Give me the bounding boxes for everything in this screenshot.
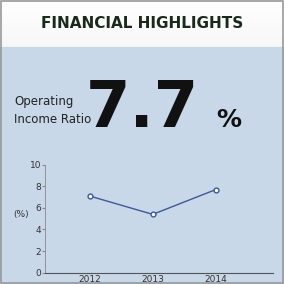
Text: 7.7: 7.7: [85, 78, 199, 139]
Text: %: %: [216, 108, 241, 132]
Text: FINANCIAL HIGHLIGHTS: FINANCIAL HIGHLIGHTS: [41, 16, 243, 31]
Text: Operating
Income Ratio: Operating Income Ratio: [14, 95, 91, 126]
Y-axis label: (%): (%): [13, 210, 28, 219]
